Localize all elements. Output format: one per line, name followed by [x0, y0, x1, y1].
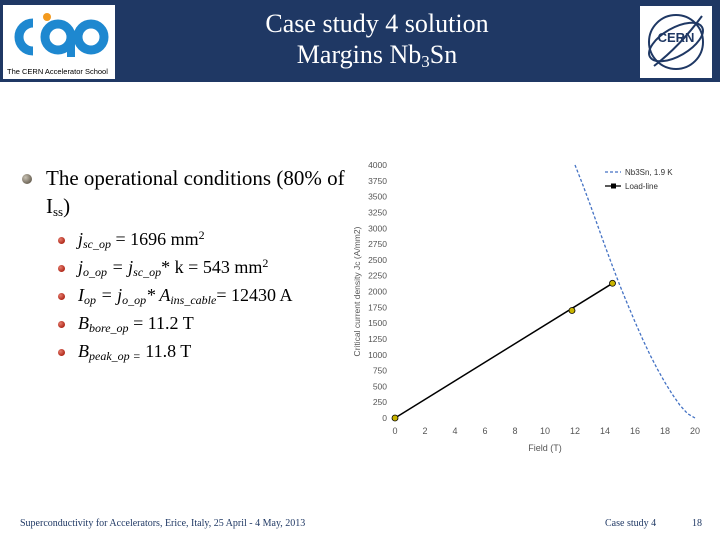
y-tick-label: 1000: [368, 350, 387, 360]
main-bullet-text: The operational conditions (80% of Iss): [46, 166, 345, 219]
y-tick-label: 3000: [368, 223, 387, 233]
y-tick-label: 500: [373, 381, 387, 391]
item-bpeak-op: Bpeak_op = 11.8 T: [78, 341, 192, 363]
y-tick-label: 1250: [368, 334, 387, 344]
x-tick-label: 18: [660, 426, 670, 436]
main-bullet-icon: [22, 174, 32, 184]
x-tick-label: 4: [452, 426, 457, 436]
cas-logo: The CERN Accelerator School: [3, 5, 115, 79]
data-point-marker: [568, 307, 576, 314]
footer-section: Case study 4: [605, 518, 657, 529]
item-jsc-op: jsc_op = 1696 mm2: [78, 228, 205, 251]
legend-marker: [611, 183, 616, 189]
legend-label: Load-line: [625, 182, 658, 191]
y-tick-label: 250: [373, 397, 387, 407]
x-tick-label: 6: [482, 426, 487, 436]
item-jo-op: jo_op = jsc_op* k = 543 mm2: [78, 256, 269, 279]
y-tick-label: 1500: [368, 318, 387, 328]
x-tick-label: 20: [690, 426, 700, 436]
y-tick-label: 1750: [368, 302, 387, 312]
item-bbore-op: Bbore_op = 11.2 T: [78, 313, 194, 335]
slide-header: The CERN Accelerator School Case study 4…: [0, 0, 720, 82]
sub-bullet-icon: [58, 265, 65, 272]
x-tick-label: 0: [392, 426, 397, 436]
footer-page-number: 18: [692, 518, 702, 529]
title-line-2: Margins Nb3Sn: [296, 40, 458, 71]
x-tick-label: 16: [630, 426, 640, 436]
x-tick-label: 10: [540, 426, 550, 436]
y-tick-label: 2750: [368, 239, 387, 249]
y-tick-label: 2000: [368, 287, 387, 297]
x-tick-label: 2: [422, 426, 427, 436]
series-line-0: [574, 164, 696, 419]
series-line-1: [394, 282, 613, 419]
x-tick-label: 8: [512, 426, 517, 436]
y-tick-label: 2500: [368, 255, 387, 265]
cern-logo: CERN: [640, 6, 712, 78]
critical-current-chart: 0 250 500 750 1000 1250 1500 1750 2000 2250 2500 27…: [352, 160, 700, 453]
y-tick-label: 0: [382, 413, 387, 423]
y-tick-label: 750: [373, 366, 387, 376]
y-tick-label: 2250: [368, 271, 387, 281]
y-tick-label: 4000: [368, 160, 387, 170]
sub-bullet-icon: [58, 321, 65, 328]
data-point-marker: [391, 414, 399, 422]
data-point-marker: [609, 279, 616, 287]
footer-conference: Superconductivity for Accelerators, Eric…: [20, 518, 306, 529]
logo-caption: The CERN Accelerator School: [7, 67, 108, 76]
x-axis-label: Field (T): [528, 443, 562, 453]
sub-bullet-icon: [58, 349, 65, 356]
slide-title: Case study 4 solution Margins Nb3Sn: [200, 8, 554, 70]
item-iop: Iop = jo_op* Ains_cable= 12430 A: [78, 285, 293, 307]
y-axis-label: Critical current density Jc (A/mm2): [352, 226, 362, 356]
legend-label: Nb3Sn, 1.9 K: [625, 168, 673, 177]
sub-bullet-icon: [58, 237, 65, 244]
sub-bullet-icon: [58, 293, 65, 300]
cern-logo-text: CERN: [657, 30, 695, 45]
title-line-1: Case study 4 solution: [265, 9, 489, 38]
y-tick-label: 3500: [368, 192, 387, 202]
y-tick-label: 3250: [368, 207, 387, 217]
y-tick-label: 3750: [368, 176, 387, 186]
x-tick-label: 12: [570, 426, 580, 436]
x-tick-label: 14: [600, 426, 610, 436]
